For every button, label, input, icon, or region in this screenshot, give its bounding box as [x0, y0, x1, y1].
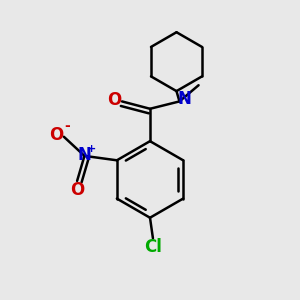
Text: N: N	[178, 90, 192, 108]
Text: Cl: Cl	[144, 238, 162, 256]
Text: +: +	[87, 143, 96, 154]
Text: O: O	[50, 126, 64, 144]
Text: N: N	[77, 146, 92, 164]
Text: -: -	[64, 119, 70, 134]
Text: O: O	[70, 181, 84, 199]
Text: O: O	[107, 91, 121, 109]
